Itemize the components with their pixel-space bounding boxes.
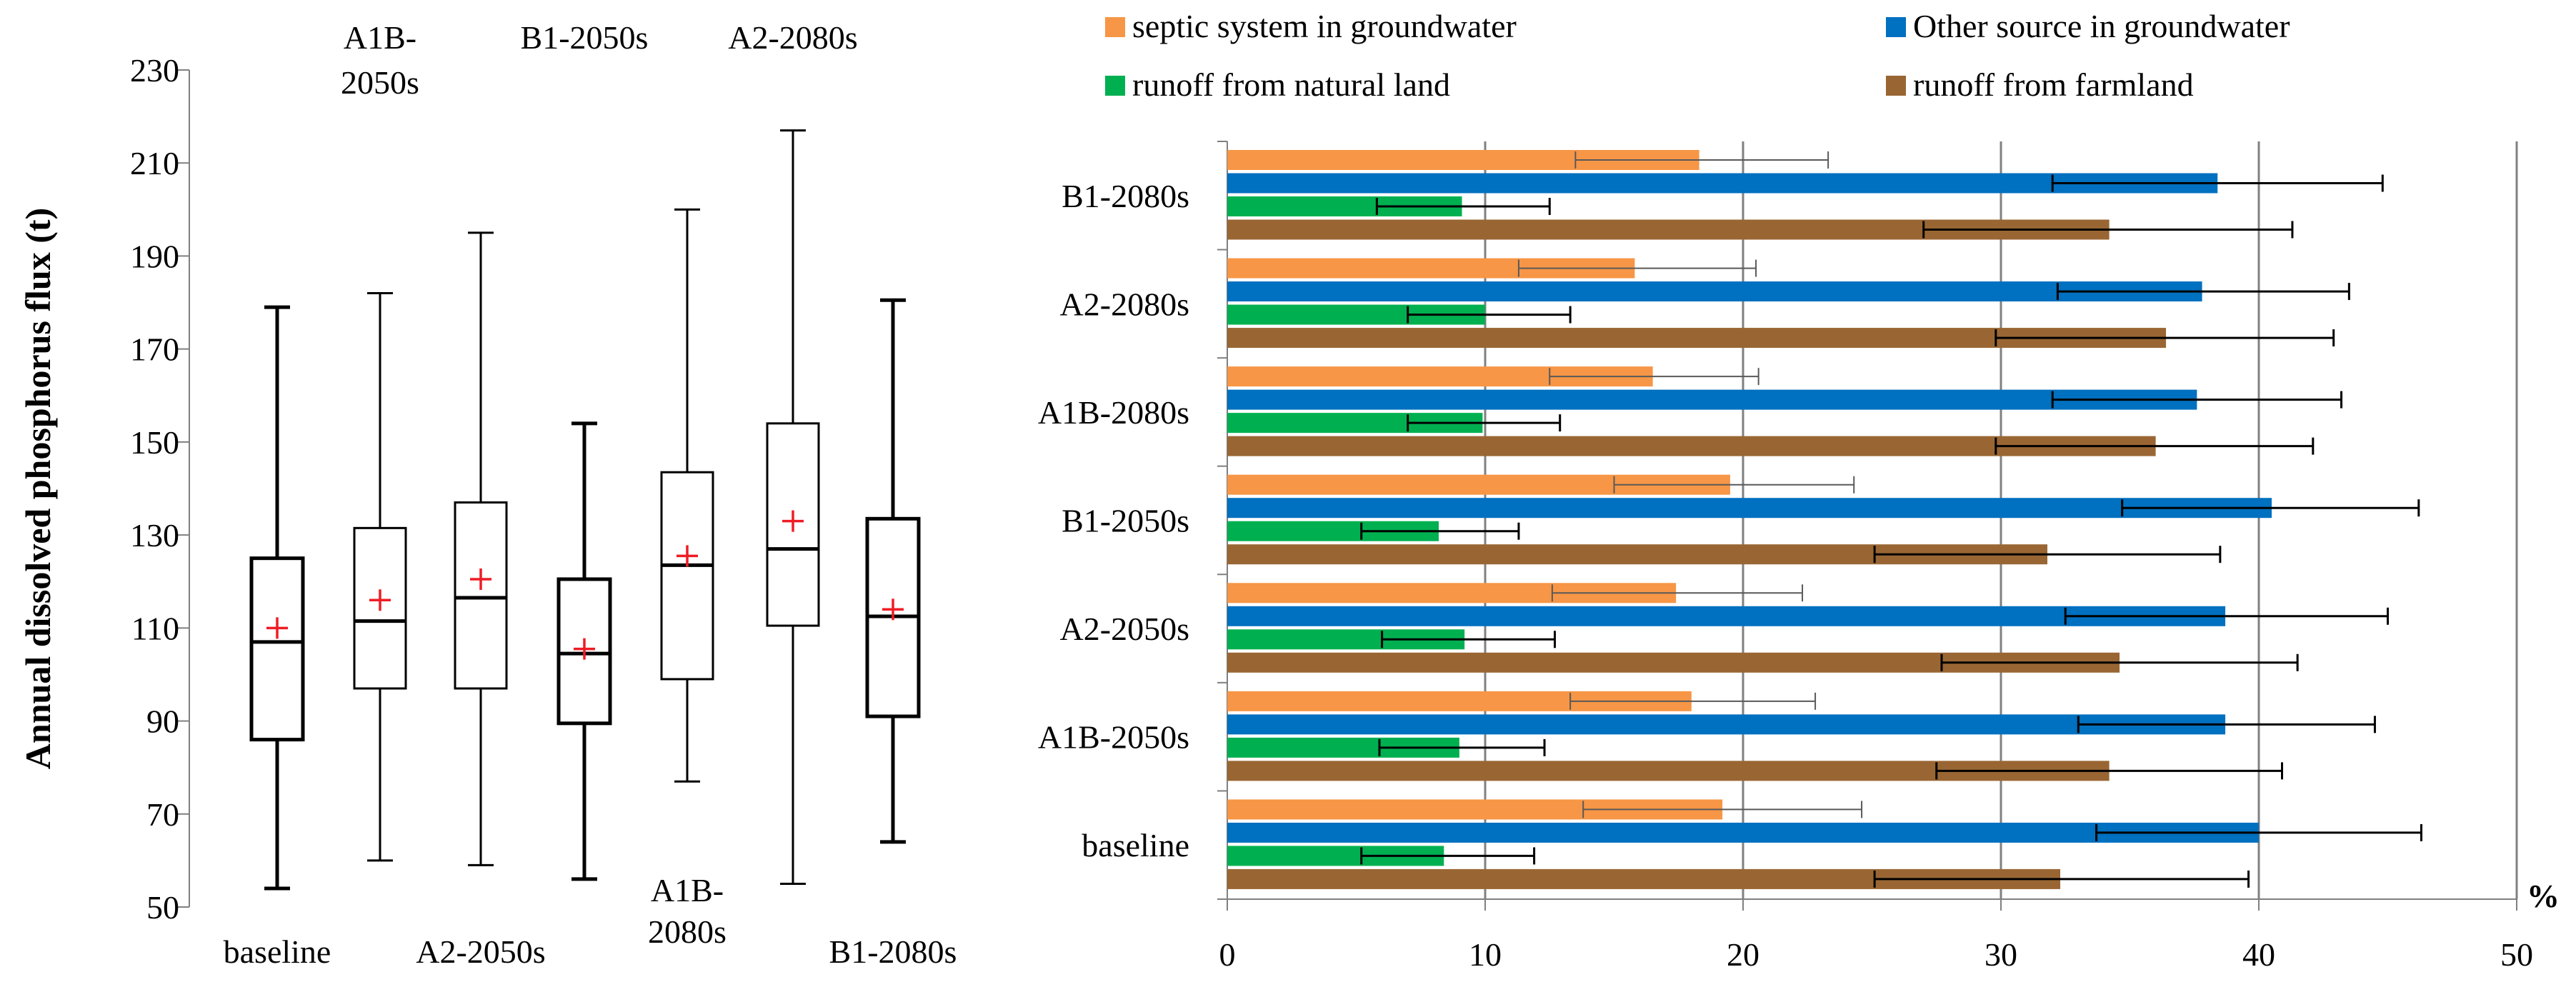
x-tick-label: 40 xyxy=(2242,936,2275,973)
x-label-a2-2050s: A2-2050s xyxy=(416,933,545,970)
box-baseline xyxy=(249,305,305,891)
y-axis-label: Annual dissolved phosphorus flux (t) xyxy=(18,208,58,769)
legend-label: septic system in groundwater xyxy=(1132,8,1517,44)
x-tick-label: 50 xyxy=(2500,936,2533,973)
legend-swatch xyxy=(1105,17,1125,37)
bar xyxy=(1227,606,2226,626)
x-label-line: baseline xyxy=(224,933,331,970)
y-tick-label: 230 xyxy=(130,52,179,89)
x-label-b1-2050s: B1-2050s xyxy=(521,19,649,56)
x-label-a1b-2080s: A1B- 2080s xyxy=(648,872,727,950)
legend-swatch xyxy=(1886,76,1906,96)
box-a1b-2080s xyxy=(660,208,714,783)
x-label-line: A2-2050s xyxy=(416,933,545,970)
box-a2-2050s xyxy=(454,231,508,866)
box-a2-2080s xyxy=(766,129,820,885)
x-tick-label: 10 xyxy=(1469,936,1502,973)
category-label-a1b-2080s: A1B-2080s xyxy=(1038,394,1189,431)
x-label-line: B1-2080s xyxy=(829,933,957,970)
iqr-box xyxy=(660,471,714,681)
x-label-line: B1-2050s xyxy=(521,19,649,56)
y-tick-label: 170 xyxy=(130,331,179,368)
iqr-box xyxy=(249,556,305,742)
y-tick-label: 130 xyxy=(130,517,179,553)
y-tick-label: 110 xyxy=(131,610,179,646)
x-label-line: A1B- xyxy=(344,19,416,56)
x-tick-label: 30 xyxy=(1985,936,2017,973)
x-label-a2-2080s: A2-2080s xyxy=(728,19,857,56)
category-label-baseline: baseline xyxy=(1082,827,1189,863)
y-tick-label: 90 xyxy=(146,703,179,740)
x-label-baseline: baseline xyxy=(224,933,331,970)
category-label-a1b-2050s: A1B-2050s xyxy=(1038,719,1189,756)
category-label-b1-2080s: B1-2080s xyxy=(1062,178,1189,214)
x-axis-unit-label: % xyxy=(2527,878,2560,914)
category-label-b1-2050s: B1-2050s xyxy=(1062,503,1189,539)
box-b1-2080s xyxy=(865,298,921,844)
legend-item: runoff from farmland xyxy=(1886,66,2194,103)
x-label-line: 2080s xyxy=(648,913,727,950)
legend-swatch xyxy=(1105,76,1125,96)
box-b1-2050s xyxy=(556,421,612,881)
x-label-line: A2-2080s xyxy=(728,19,857,56)
legend-label: runoff from natural land xyxy=(1132,66,1450,103)
legend-item: Other source in groundwater xyxy=(1886,8,2290,44)
category-label-a2-2050s: A2-2050s xyxy=(1060,611,1189,647)
legend-item: runoff from natural land xyxy=(1105,66,1450,103)
box-a1b-2050s xyxy=(353,292,407,862)
y-tick-label: 190 xyxy=(130,238,179,274)
bar-chart: 0 10 20 30 40 50% B1-2080s A2-2080s A1B-2080s B1-… xyxy=(1038,8,2560,973)
y-tick-label: 50 xyxy=(146,889,179,926)
iqr-box xyxy=(454,501,508,690)
x-tick-label: 20 xyxy=(1727,936,1759,973)
bar xyxy=(1227,498,2272,518)
y-tick-label: 70 xyxy=(146,796,179,833)
x-label-a1b-2050s: A1B- 2050s xyxy=(341,19,419,101)
x-tick-label: 0 xyxy=(1219,936,1236,973)
bar xyxy=(1227,822,2259,843)
legend-item: septic system in groundwater xyxy=(1105,8,1517,44)
bar xyxy=(1227,714,2226,735)
bar xyxy=(1227,281,2202,302)
legend-label: runoff from farmland xyxy=(1913,66,2194,103)
category-label-a2-2080s: A2-2080s xyxy=(1060,286,1189,322)
y-tick-label: 150 xyxy=(130,424,179,461)
legend-label: Other source in groundwater xyxy=(1913,8,2290,44)
x-label-line: 2050s xyxy=(341,64,419,101)
x-label-line: A1B- xyxy=(651,872,724,908)
y-tick-label: 210 xyxy=(130,145,179,181)
legend-swatch xyxy=(1886,17,1906,37)
box-plot-chart: 50 70 90 110 130 150 170 190 210 230 Annual dissol… xyxy=(18,19,957,970)
bar xyxy=(1227,389,2197,410)
x-label-b1-2080s: B1-2080s xyxy=(829,933,957,970)
